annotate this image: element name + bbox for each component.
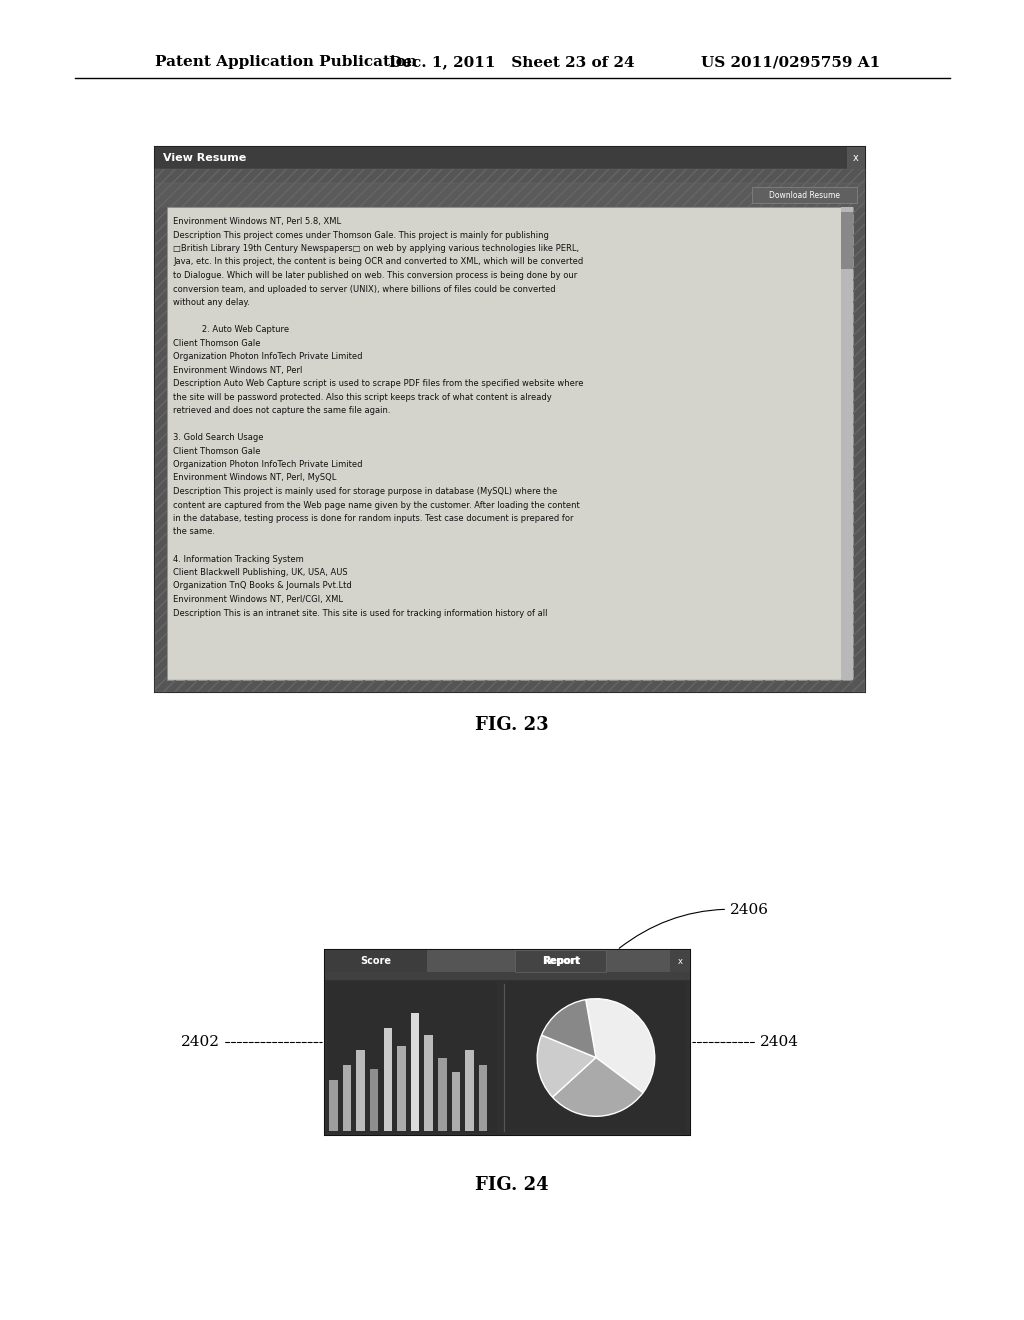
- Text: content are captured from the Web page name given by the customer. After loading: content are captured from the Web page n…: [173, 500, 580, 510]
- Text: the same.: the same.: [173, 528, 215, 536]
- Bar: [325, 972, 690, 979]
- Text: Organization TnQ Books & Journals Pvt.Ltd: Organization TnQ Books & Journals Pvt.Lt…: [173, 582, 352, 590]
- Text: FIG. 24: FIG. 24: [475, 1176, 549, 1195]
- Bar: [853, 207, 865, 692]
- Bar: [841, 207, 853, 680]
- Bar: [155, 147, 865, 692]
- Bar: [327, 982, 497, 1133]
- Text: □British Library 19th Century Newspapers□ on web by applying various technologie: □British Library 19th Century Newspapers…: [173, 244, 580, 253]
- Bar: [343, 1065, 351, 1131]
- Text: Client Thomson Gale: Client Thomson Gale: [173, 338, 260, 347]
- Text: 2402: 2402: [181, 1035, 323, 1049]
- Bar: [329, 1080, 338, 1131]
- Text: Description Auto Web Capture script is used to scrape PDF files from the specifi: Description Auto Web Capture script is u…: [173, 379, 584, 388]
- Text: 2406: 2406: [620, 903, 769, 948]
- Text: Organization Photon InfoTech Private Limited: Organization Photon InfoTech Private Lim…: [173, 459, 362, 469]
- Bar: [515, 950, 606, 972]
- Bar: [155, 169, 865, 183]
- Text: Patent Application Publication: Patent Application Publication: [155, 55, 417, 69]
- Text: Client Thomson Gale: Client Thomson Gale: [173, 446, 260, 455]
- Bar: [155, 183, 865, 207]
- Wedge shape: [586, 999, 654, 1093]
- Text: Report: Report: [542, 956, 580, 966]
- Bar: [155, 680, 865, 692]
- Bar: [670, 950, 690, 972]
- Bar: [384, 1028, 392, 1131]
- Text: Score: Score: [360, 956, 391, 966]
- Bar: [411, 1014, 419, 1131]
- Text: to Dialogue. Which will be later published on web. This conversion process is be: to Dialogue. Which will be later publish…: [173, 271, 578, 280]
- Text: conversion team, and uploaded to server (UNIX), where billions of files could be: conversion team, and uploaded to server …: [173, 285, 556, 293]
- Bar: [325, 950, 427, 972]
- Bar: [752, 187, 857, 203]
- Text: FIG. 23: FIG. 23: [475, 715, 549, 734]
- Text: Java, etc. In this project, the content is being OCR and converted to XML, which: Java, etc. In this project, the content …: [173, 257, 584, 267]
- Bar: [841, 213, 853, 269]
- Text: Report: Report: [544, 956, 581, 966]
- Bar: [452, 1072, 460, 1131]
- Bar: [155, 169, 865, 183]
- Bar: [155, 147, 865, 169]
- Text: 2404: 2404: [693, 1035, 799, 1049]
- Bar: [155, 207, 167, 692]
- Text: 3. Gold Search Usage: 3. Gold Search Usage: [173, 433, 263, 442]
- Text: 2. Auto Web Capture: 2. Auto Web Capture: [173, 325, 289, 334]
- Text: Environment Windows NT, Perl, MySQL: Environment Windows NT, Perl, MySQL: [173, 474, 336, 483]
- Bar: [167, 207, 853, 680]
- Bar: [370, 1069, 379, 1131]
- Text: retrieved and does not capture the same file again.: retrieved and does not capture the same …: [173, 407, 390, 414]
- Bar: [438, 1057, 446, 1131]
- Text: Dec. 1, 2011   Sheet 23 of 24: Dec. 1, 2011 Sheet 23 of 24: [389, 55, 635, 69]
- Text: Description This project is mainly used for storage purpose in database (MySQL) : Description This project is mainly used …: [173, 487, 557, 496]
- Bar: [847, 147, 865, 169]
- Bar: [155, 183, 865, 207]
- Bar: [479, 1065, 487, 1131]
- Text: without any delay.: without any delay.: [173, 298, 250, 308]
- Bar: [853, 207, 865, 692]
- Bar: [325, 950, 690, 972]
- Bar: [325, 979, 690, 1135]
- Text: 4. Information Tracking System: 4. Information Tracking System: [173, 554, 304, 564]
- Bar: [506, 982, 686, 1133]
- Bar: [465, 1051, 474, 1131]
- Text: Environment Windows NT, Perl: Environment Windows NT, Perl: [173, 366, 302, 375]
- Wedge shape: [538, 1035, 596, 1097]
- Bar: [397, 1045, 406, 1131]
- Text: Description This project comes under Thomson Gale. This project is mainly for pu: Description This project comes under Tho…: [173, 231, 549, 239]
- Text: the site will be password protected. Also this script keeps track of what conten: the site will be password protected. Als…: [173, 392, 552, 401]
- Text: Environment Windows NT, Perl 5.8, XML: Environment Windows NT, Perl 5.8, XML: [173, 216, 341, 226]
- Text: in the database, testing process is done for random inputs. Test case document i: in the database, testing process is done…: [173, 513, 573, 523]
- Text: x: x: [853, 153, 859, 162]
- Text: Description This is an intranet site. This site is used for tracking information: Description This is an intranet site. Th…: [173, 609, 548, 618]
- Bar: [155, 207, 167, 692]
- Wedge shape: [553, 1057, 643, 1117]
- Bar: [356, 1051, 365, 1131]
- Text: x: x: [678, 957, 683, 965]
- Bar: [325, 950, 690, 1135]
- Bar: [155, 680, 865, 692]
- Text: Environment Windows NT, Perl/CGI, XML: Environment Windows NT, Perl/CGI, XML: [173, 595, 343, 605]
- Text: Client Blackwell Publishing, UK, USA, AUS: Client Blackwell Publishing, UK, USA, AU…: [173, 568, 347, 577]
- Bar: [424, 1035, 433, 1131]
- Wedge shape: [542, 999, 596, 1057]
- Text: View Resume: View Resume: [163, 153, 246, 162]
- Text: Download Resume: Download Resume: [769, 190, 840, 199]
- Text: US 2011/0295759 A1: US 2011/0295759 A1: [700, 55, 880, 69]
- Text: Organization Photon InfoTech Private Limited: Organization Photon InfoTech Private Lim…: [173, 352, 362, 360]
